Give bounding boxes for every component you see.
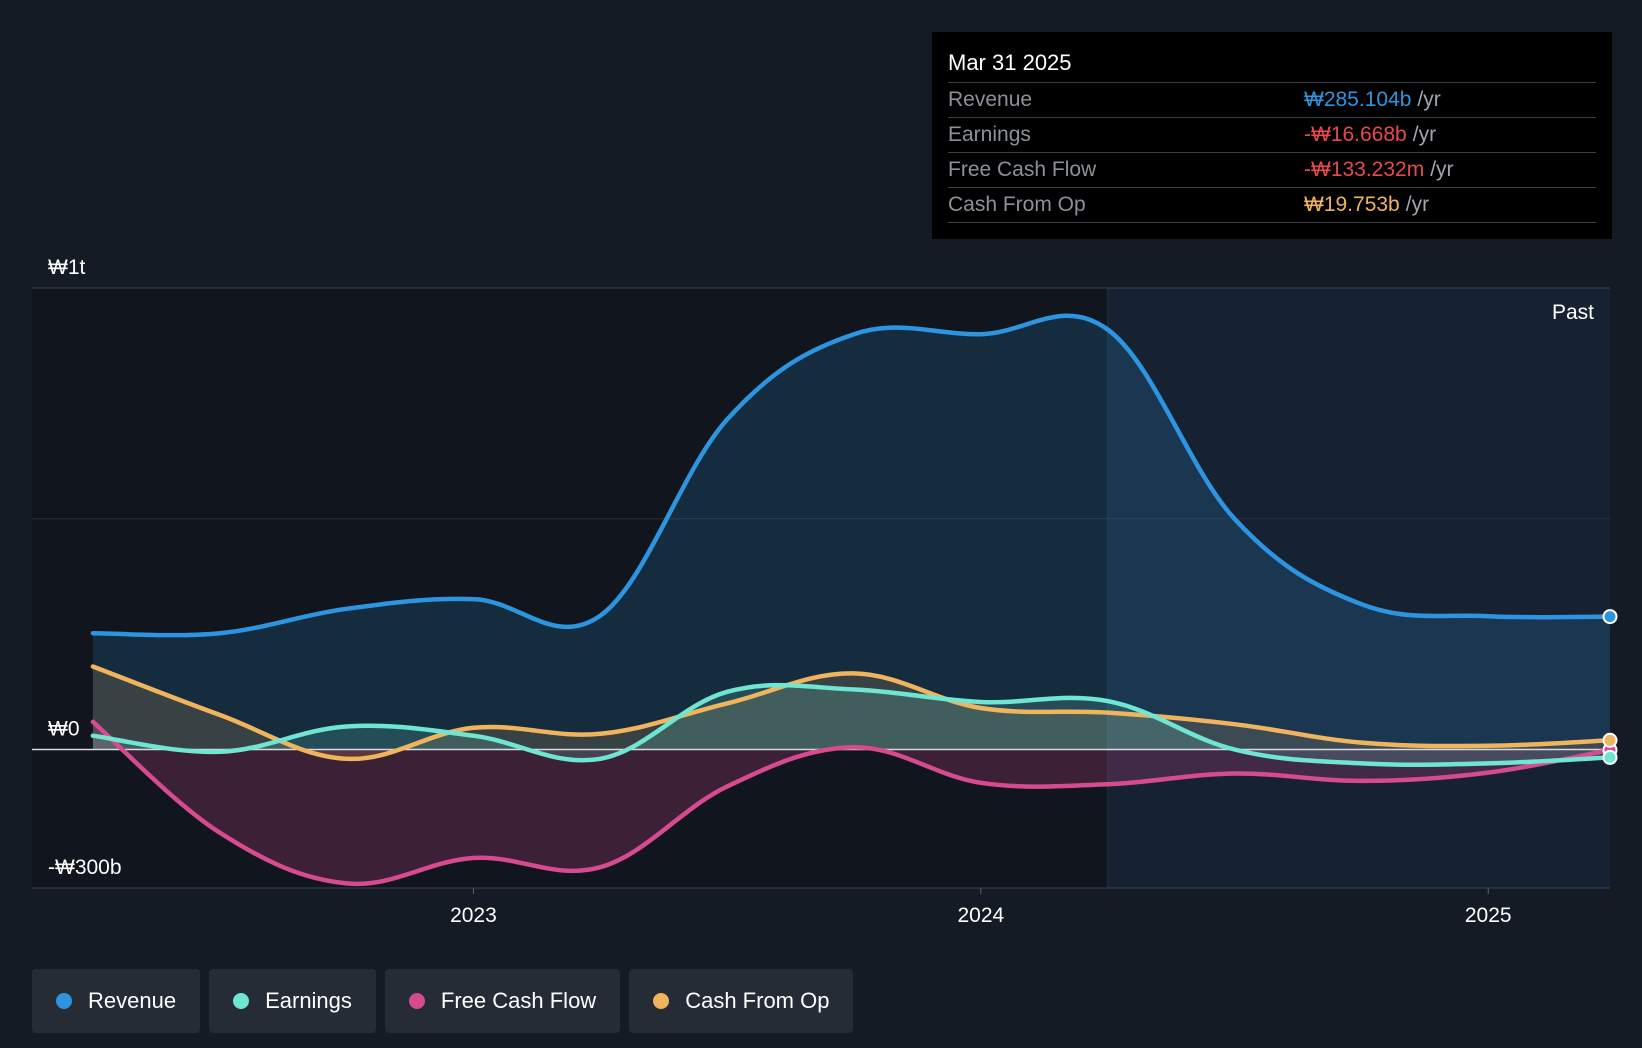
earnings-line — [90, 682, 1613, 768]
past-label: Past — [1552, 301, 1594, 324]
tooltip-unit: /yr — [1417, 88, 1441, 111]
revenue-area — [92, 315, 1611, 750]
past-region — [1107, 288, 1610, 888]
y-tick-label: ₩0 — [48, 718, 80, 741]
tooltip-unit: /yr — [1412, 123, 1437, 146]
legend-item-free-cash-flow[interactable]: Free Cash Flow — [384, 969, 621, 1033]
legend-label: Free Cash Flow — [440, 988, 597, 1013]
earnings-dot-icon — [233, 993, 250, 1009]
tooltip-date: Mar 31 2025 — [948, 50, 1072, 75]
revenue-end-point — [1602, 609, 1618, 625]
legend: Revenue Earnings Free Cash Flow Cash Fro… — [32, 969, 854, 1033]
tooltip-unit: /yr — [1405, 193, 1430, 216]
tooltip-value: ₩285.104b — [1304, 88, 1412, 111]
free-cash-flow-area — [92, 721, 1611, 884]
legend-label: Cash From Op — [685, 988, 830, 1013]
tooltip-value: -₩16.668b — [1304, 123, 1407, 146]
y-tick-label: -₩300b — [48, 856, 122, 879]
cash-from-op-end-point — [1602, 732, 1618, 748]
cash-from-op-line — [90, 664, 1613, 762]
tooltip-label: Free Cash Flow — [948, 158, 1097, 181]
x-tick-label: 2023 — [450, 904, 497, 927]
revenue-line — [90, 313, 1613, 638]
x-tick-label: 2025 — [1465, 904, 1512, 927]
tooltip-label: Earnings — [948, 123, 1031, 146]
tooltip-value: -₩133.232m — [1304, 158, 1425, 181]
revenue-dot-icon — [56, 993, 72, 1009]
tooltip-row-cash-from-op: Cash From Op ₩19.753b /yr — [948, 187, 1596, 223]
tooltip-unit: /yr — [1430, 158, 1454, 181]
tooltip-label: Cash From Op — [948, 193, 1086, 216]
earnings-area — [92, 685, 1611, 765]
earnings-end-point — [1602, 749, 1618, 765]
tooltip-value: ₩19.753b — [1304, 193, 1400, 216]
y-tick-label: ₩1t — [48, 256, 86, 279]
legend-label: Revenue — [88, 988, 177, 1013]
legend-item-cash-from-op[interactable]: Cash From Op — [629, 969, 854, 1033]
cash-from-op-dot-icon — [653, 993, 670, 1009]
free-cash-flow-line — [90, 719, 1613, 887]
free-cash-flow-dot-icon — [408, 993, 425, 1009]
x-tick-label: 2024 — [957, 904, 1004, 927]
tooltip: Mar 31 2025 Revenue ₩285.104b /yr Earnin… — [932, 32, 1612, 239]
legend-item-earnings[interactable]: Earnings — [209, 969, 376, 1033]
tooltip-row-revenue: Revenue ₩285.104b /yr — [948, 82, 1596, 117]
legend-item-revenue[interactable]: Revenue — [32, 969, 201, 1033]
tooltip-row-earnings: Earnings -₩16.668b /yr — [948, 117, 1596, 152]
legend-label: Earnings — [265, 988, 352, 1013]
tooltip-row-free-cash-flow: Free Cash Flow -₩133.232m /yr — [948, 152, 1596, 187]
tooltip-label: Revenue — [948, 88, 1033, 111]
